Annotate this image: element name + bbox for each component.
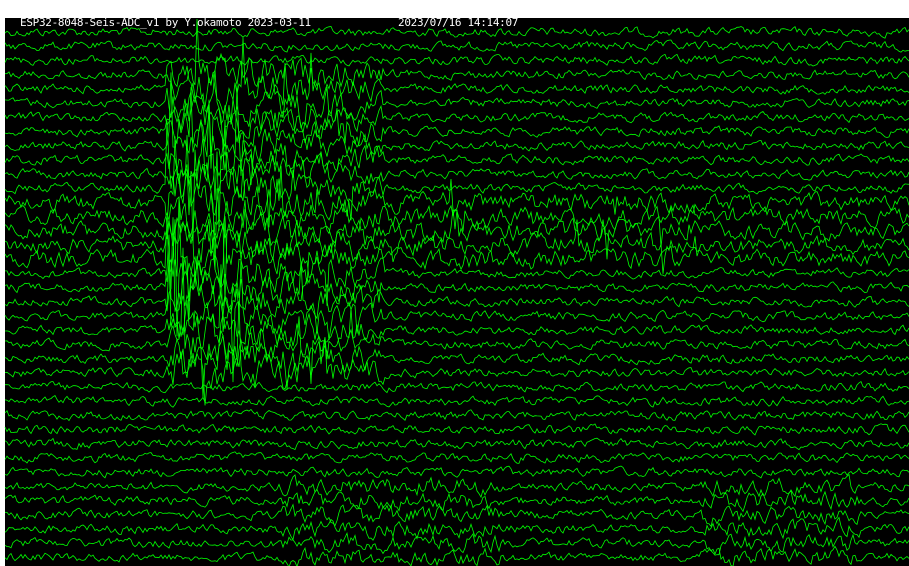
trace — [5, 40, 909, 52]
trace — [5, 382, 909, 393]
trace — [5, 490, 909, 512]
trace — [5, 475, 909, 498]
trace — [5, 200, 909, 302]
trace — [5, 410, 909, 421]
trace — [5, 466, 909, 478]
trace — [5, 248, 909, 384]
trace — [5, 424, 909, 435]
trace — [5, 518, 909, 541]
trace — [5, 533, 909, 555]
trace — [5, 505, 909, 527]
trace — [5, 260, 909, 382]
trace — [5, 83, 909, 169]
app-title: ESP32-8048-Seis-ADC_v1 by Y.okamoto 2023… — [20, 17, 311, 29]
trace — [5, 452, 909, 464]
trace — [5, 143, 909, 230]
trace — [5, 438, 909, 449]
trace — [5, 87, 909, 176]
trace — [5, 70, 909, 143]
trace — [5, 396, 909, 408]
page: ESP32-8048-Seis-ADC_v1 by Y.okamoto 2023… — [0, 0, 909, 566]
timestamp: 2023/07/16 14:14:07 — [398, 17, 518, 29]
trace — [5, 54, 909, 66]
waveform-traces — [0, 0, 909, 566]
